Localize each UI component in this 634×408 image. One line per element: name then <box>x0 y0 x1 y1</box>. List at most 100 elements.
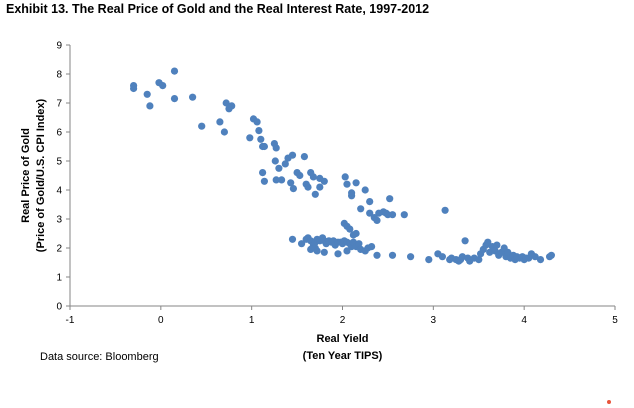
scatter-point <box>343 247 351 255</box>
y-tick-label: 6 <box>56 128 62 139</box>
x-tick-label: 5 <box>612 315 618 326</box>
scatter-point <box>260 177 268 185</box>
scatter-point <box>343 180 351 188</box>
scatter-point <box>255 127 263 135</box>
scatter-point <box>304 183 312 191</box>
scatter-point <box>547 251 556 259</box>
scatter-point <box>357 205 365 213</box>
scatter-point <box>461 237 469 245</box>
scatter-point <box>388 211 397 219</box>
x-tick-label: 0 <box>158 315 164 326</box>
scatter-point <box>407 253 415 261</box>
scatter-point <box>246 134 254 142</box>
scatter-point <box>320 177 328 185</box>
scatter-point <box>458 253 466 261</box>
scatter-point <box>281 160 289 168</box>
scatter-point <box>355 240 363 248</box>
scatter-point <box>170 95 179 103</box>
scatter-point <box>146 102 154 110</box>
y-tick-label: 7 <box>56 99 62 110</box>
scatter-point <box>272 144 280 152</box>
scatter-point <box>366 198 374 206</box>
x-tick-label: 3 <box>431 315 437 326</box>
scatter-point <box>272 176 280 184</box>
scatter-point <box>425 256 433 264</box>
scatter-point <box>260 142 268 151</box>
scatter-point <box>373 216 381 224</box>
scatter-point <box>228 102 236 110</box>
scatter-point <box>386 195 394 203</box>
scatter-point <box>143 90 151 98</box>
y-tick-label: 9 <box>56 41 62 52</box>
chart-axes <box>66 44 616 310</box>
scatter-point <box>341 173 349 181</box>
scatter-point <box>130 84 138 93</box>
scatter-point <box>275 164 283 172</box>
y-tick-label: 3 <box>56 215 62 226</box>
scatter-point <box>346 225 354 233</box>
scatter-point <box>320 248 328 256</box>
scatter-point <box>536 256 545 264</box>
scatter-point <box>288 151 297 159</box>
scatter-point <box>198 122 206 130</box>
data-points <box>130 67 556 265</box>
data-source-note: Data source: Bloomberg <box>40 351 159 363</box>
chart-title: Exhibit 13. The Real Price of Gold and t… <box>6 2 430 16</box>
scatter-point <box>352 229 360 238</box>
scatter-point <box>475 256 483 264</box>
scatter-point <box>189 93 197 101</box>
scatter-point <box>300 153 308 161</box>
y-tick-label: 4 <box>56 186 62 197</box>
x-tick-label: -1 <box>66 315 75 326</box>
scatter-point <box>271 157 279 165</box>
scatter-point <box>334 250 342 258</box>
y-axis-title-line: Real Price of Gold <box>20 128 32 223</box>
scatter-point <box>486 248 494 256</box>
scatter-point <box>388 251 397 259</box>
scatter-point <box>170 67 179 75</box>
scatter-point <box>222 99 230 107</box>
scatter-point <box>216 118 224 126</box>
x-tick-label: 2 <box>340 315 346 326</box>
tick-labels: 0 1 2 3 4 5 6 7 8 9 -1 0 1 2 3 4 5 <box>56 41 618 327</box>
scatter-point <box>438 253 446 261</box>
scatter-point <box>366 209 374 217</box>
scatter-point <box>400 211 408 219</box>
scatter-point <box>484 238 492 246</box>
axis-titles: Real Yield (Ten Year TIPS) Real Price of G… <box>20 98 383 362</box>
scatter-point <box>287 179 295 187</box>
x-axis-title-line: Real Yield <box>317 333 369 345</box>
scatter-point <box>159 82 167 90</box>
scatter-point <box>493 241 501 249</box>
scatter-point <box>257 135 265 143</box>
y-tick-label: 2 <box>56 244 62 255</box>
accent-dot <box>607 400 611 404</box>
scatter-point <box>259 169 267 177</box>
y-tick-label: 5 <box>56 157 62 168</box>
scatter-point <box>361 186 369 194</box>
y-tick-label: 1 <box>56 273 62 284</box>
y-axis-title-line: (Price of Gold/U.S. CPI Index) <box>35 98 47 252</box>
scatter-point <box>373 251 381 259</box>
scatter-point <box>504 248 512 256</box>
scatter-point <box>298 240 306 248</box>
scatter-point <box>288 235 297 243</box>
scatter-point <box>316 183 324 191</box>
x-axis-title-line: (Ten Year TIPS) <box>303 350 383 362</box>
scatter-point <box>253 118 261 126</box>
scatter-point <box>309 173 317 181</box>
scatter-point <box>531 253 539 261</box>
y-tick-label: 8 <box>56 70 62 81</box>
scatter-point <box>313 247 321 255</box>
scatter-point <box>441 206 449 214</box>
y-tick-label: 0 <box>56 302 62 313</box>
scatter-point <box>368 243 376 251</box>
scatter-point <box>220 128 228 136</box>
scatter-point <box>311 190 319 198</box>
scatter-point <box>348 189 356 197</box>
x-tick-label: 1 <box>249 315 255 326</box>
scatter-point <box>289 185 297 193</box>
scatter-point <box>352 179 360 187</box>
x-tick-label: 4 <box>521 315 527 326</box>
